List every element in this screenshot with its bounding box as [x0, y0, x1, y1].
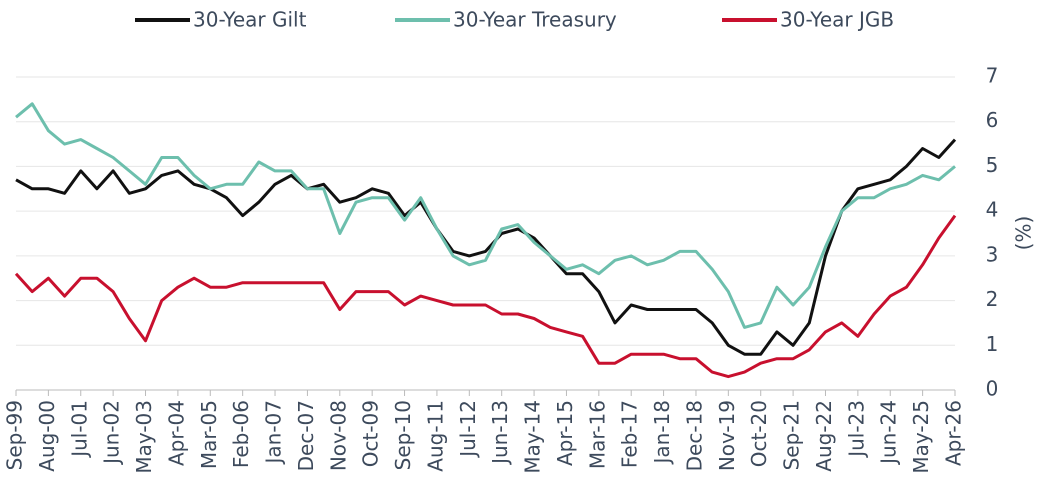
x-tick-label: Sep-99: [3, 400, 27, 470]
x-tick-label: Jun-24: [877, 400, 901, 466]
x-tick-label: Jul-12: [456, 400, 480, 459]
x-tick-label: Nov-08: [326, 400, 350, 471]
x-tick-label: Jun-13: [488, 400, 512, 466]
x-tick-label: Mar-16: [585, 400, 609, 469]
x-tick-label: Apr-04: [164, 400, 188, 466]
x-tick-label: Dec-18: [682, 400, 706, 471]
legend-label: 30-Year JGB: [780, 8, 894, 32]
x-tick-label: Dec-07: [294, 400, 318, 471]
y-axis-label: (%): [1012, 216, 1036, 251]
x-tick-label: Apr-15: [553, 400, 577, 466]
y-tick-label: 0: [986, 377, 999, 401]
y-tick-label: 4: [986, 198, 999, 222]
x-tick-label: Feb-06: [229, 400, 253, 468]
x-tick-label: May-14: [521, 400, 545, 474]
x-tick-label: Jan-07: [262, 400, 286, 466]
x-tick-label: Aug-22: [812, 400, 836, 472]
x-tick-label: Jan-18: [650, 400, 674, 466]
y-tick-label: 1: [986, 332, 999, 356]
x-tick-label: Oct-09: [359, 400, 383, 467]
series-line: [15, 138, 957, 356]
series-line: [14, 214, 957, 379]
x-tick-label: Mar-05: [197, 400, 221, 469]
x-tick-label: Sep-10: [391, 400, 415, 470]
x-tick-label: May-03: [132, 400, 156, 474]
x-tick-label: Jul-23: [844, 400, 868, 459]
legend-label: 30-Year Treasury: [453, 8, 617, 32]
x-tick-label: Jun-02: [100, 400, 124, 466]
x-tick-label: Oct-20: [747, 400, 771, 467]
x-tick-label: Feb-17: [618, 400, 642, 468]
x-tick-label: Aug-00: [35, 400, 59, 472]
legend-label: 30-Year Gilt: [193, 8, 307, 32]
y-tick-label: 2: [986, 287, 999, 311]
x-tick-label: Aug-11: [423, 400, 447, 472]
x-tick-label: Sep-21: [780, 400, 804, 470]
x-tick-label: Apr-26: [942, 400, 966, 466]
x-tick-label: May-25: [909, 400, 933, 474]
y-tick-label: 3: [986, 242, 999, 266]
y-tick-label: 7: [986, 64, 999, 88]
y-tick-label: 6: [986, 108, 999, 132]
x-tick-label: Nov-19: [715, 400, 739, 471]
series-line: [15, 102, 956, 329]
x-tick-label: Jul-01: [67, 400, 91, 459]
y-tick-label: 5: [986, 153, 999, 177]
